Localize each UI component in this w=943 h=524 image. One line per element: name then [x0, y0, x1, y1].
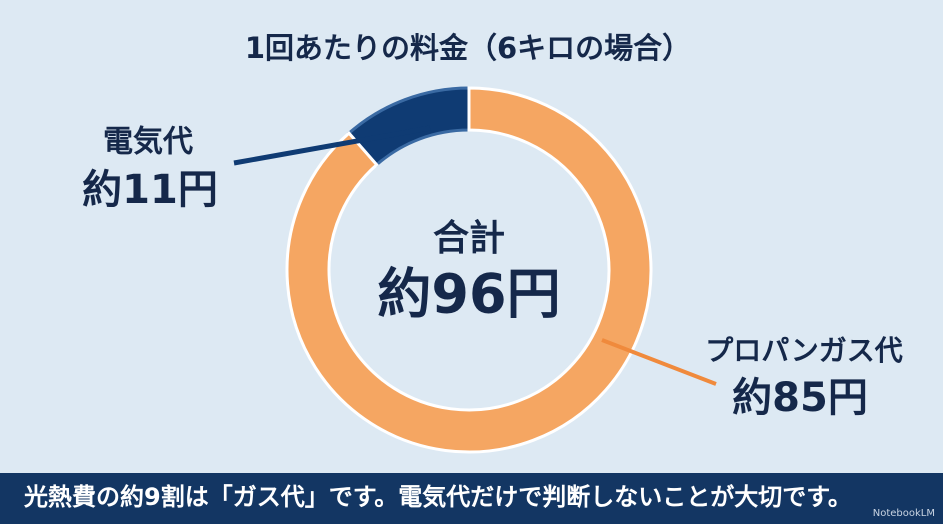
- leader-line: [233, 125, 431, 166]
- value-label: 約11円: [82, 167, 218, 213]
- center-label: 合計: [433, 218, 505, 259]
- watermark: NotebookLM: [873, 508, 935, 519]
- slice-label: 電気代: [103, 125, 193, 160]
- leader-line: [601, 338, 717, 386]
- chart-title: 1回あたりの料金（6キロの場合）: [245, 31, 691, 65]
- footer-caption: 光熱費の約9割は「ガス代」です。電気代だけで判断しないことが大切です。: [23, 483, 852, 511]
- slice-label: プロパンガス代: [705, 334, 902, 367]
- center-value: 約96円: [377, 263, 560, 326]
- value-label: 約85円: [732, 375, 868, 421]
- donut: [285, 86, 653, 454]
- footer-bar: [0, 473, 943, 524]
- donut-slice: [285, 86, 653, 454]
